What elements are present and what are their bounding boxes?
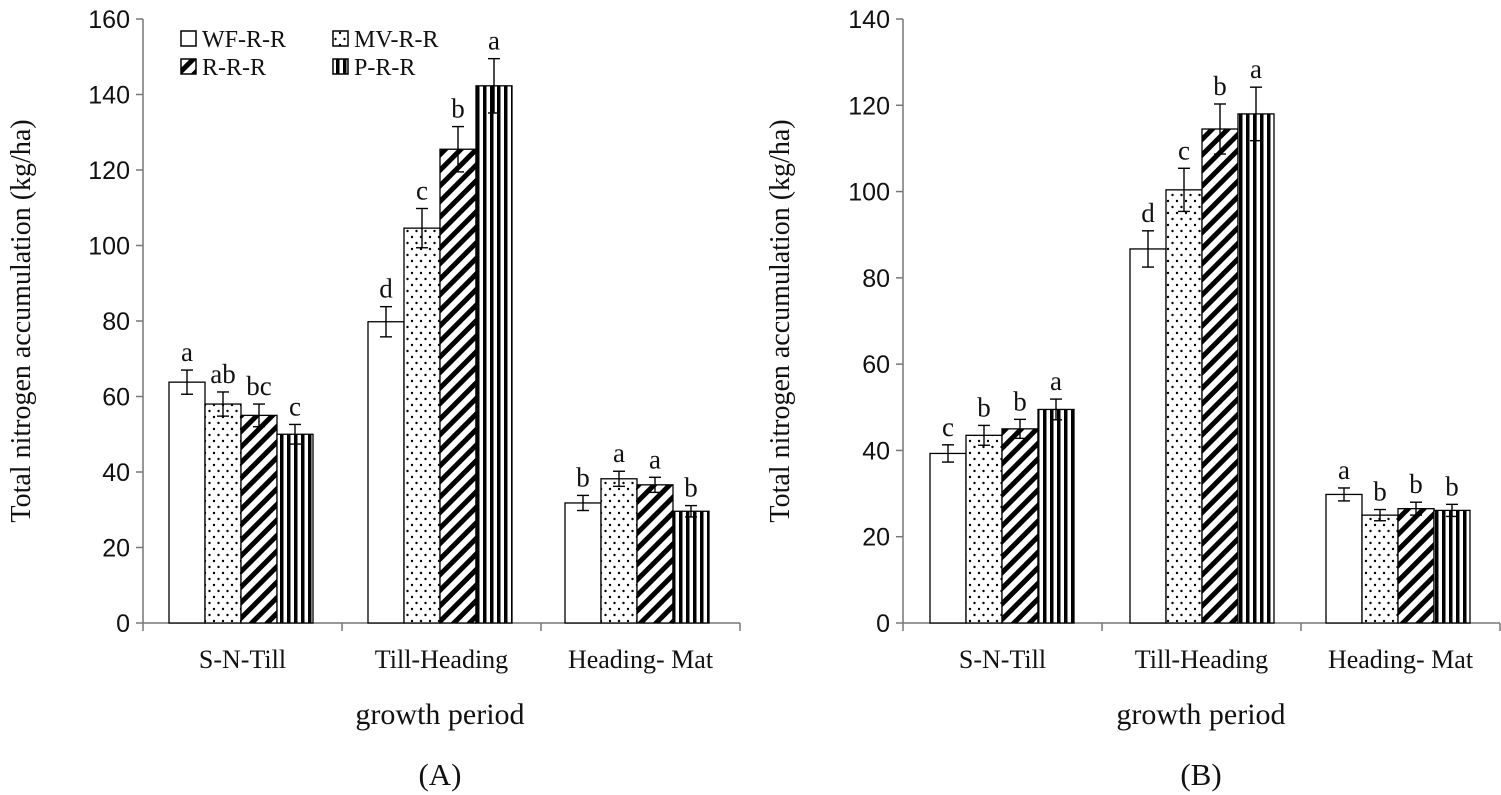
chart-panel-b: 0 20 40 60 80 100 120 140 S-N-Till Till-Heading He…	[765, 6, 1501, 792]
significance-letter-a-s3-c0: c	[289, 391, 301, 421]
legend-item-p-r-r: P-R-R	[332, 55, 415, 81]
significance-letter-a-s1-c0: ab	[210, 359, 235, 389]
y-tick-label-b-5: 100	[848, 179, 890, 207]
bar-a-s1-c0	[204, 403, 242, 624]
significance-letter-b-s0-c1: d	[1141, 198, 1155, 228]
x-axis-label-a: growth period	[355, 698, 524, 731]
y-tick-label-b-6: 120	[848, 92, 890, 120]
legend-label-p-r-r: P-R-R	[354, 55, 415, 81]
y-tick-label-a-6: 120	[88, 157, 130, 185]
significance-letter-b-s0-c0: c	[942, 412, 954, 442]
legend-swatch-mv-r-r	[332, 30, 349, 47]
bar-b-s3-c1	[1237, 113, 1275, 624]
bar-a-s0-c2	[564, 502, 602, 624]
panel-label-a: (A)	[418, 757, 461, 792]
y-axis-label-b: Total nitrogen accumulation (kg/ha)	[765, 119, 796, 522]
bar-b-s1-c2	[1361, 514, 1399, 624]
significance-letter-b-s3-c2: b	[1445, 471, 1459, 501]
bar-a-s3-c1	[475, 85, 513, 624]
y-tick-label-a-2: 40	[102, 459, 130, 487]
bar-a-s0-c1	[367, 321, 405, 624]
significance-letter-a-s1-c1: c	[416, 176, 428, 206]
chart-panel-a: 0 20 40 60 80 100 120 140 160 S-N-Till Till-Headin…	[6, 6, 741, 792]
bar-b-s3-c2	[1433, 509, 1471, 624]
x-axis-label-b: growth period	[1116, 698, 1285, 731]
bar-a-s1-c1	[403, 227, 441, 624]
y-tick-label-a-7: 140	[88, 82, 130, 110]
legend-item-r-r-r: R-R-R	[180, 55, 266, 81]
y-tick-label-b-4: 80	[862, 265, 890, 293]
legend-label-mv-r-r: MV-R-R	[354, 27, 438, 53]
y-tick-label-a-3: 60	[102, 384, 130, 412]
significance-letter-a-s3-c1: a	[488, 26, 500, 56]
y-tick-label-b-2: 40	[862, 437, 890, 465]
category-label-a-1: Till-Heading	[375, 645, 508, 674]
significance-letter-b-s1-c1: c	[1178, 135, 1190, 165]
significance-letter-b-s0-c2: a	[1338, 455, 1350, 485]
legend-label-r-r-r: R-R-R	[202, 55, 266, 81]
y-axis-label-a: Total nitrogen accumulation (kg/ha)	[6, 119, 37, 522]
bar-b-s2-c2	[1397, 508, 1435, 624]
bar-a-s0-c0	[168, 381, 206, 624]
bar-a-s3-c2	[672, 510, 710, 624]
bar-b-s1-c0	[965, 434, 1003, 624]
legend-swatch-p-r-r	[332, 58, 349, 75]
plot-area-b: 0 20 40 60 80 100 120 140 S-N-Till Till-Heading He…	[848, 6, 1501, 674]
bar-b-s0-c1	[1129, 248, 1167, 624]
plot-area-a: 0 20 40 60 80 100 120 140 160 S-N-Till Till-Headin…	[88, 6, 741, 674]
y-tick-label-a-0: 0	[116, 610, 130, 638]
significance-letter-b-s3-c1: a	[1250, 54, 1262, 84]
category-label-a-0: S-N-Till	[199, 645, 286, 674]
bar-a-s2-c2	[636, 484, 674, 624]
legend-item-mv-r-r: MV-R-R	[332, 27, 438, 53]
bar-b-s0-c2	[1325, 493, 1363, 624]
significance-letter-a-s2-c0: bc	[246, 371, 272, 401]
significance-letter-a-s2-c1: b	[451, 94, 465, 124]
y-tick-label-a-5: 100	[88, 233, 130, 261]
y-tick-label-a-1: 20	[102, 535, 130, 563]
significance-letter-a-s2-c2: a	[649, 444, 661, 474]
significance-letter-b-s2-c1: b	[1213, 71, 1227, 101]
y-tick-label-b-3: 60	[862, 351, 890, 379]
legend-swatch-wf-r-r	[180, 30, 197, 47]
y-tick-label-b-1: 20	[862, 524, 890, 552]
significance-letter-a-s1-c2: a	[613, 438, 625, 468]
category-label-b-2: Heading- Mat	[1328, 645, 1474, 674]
significance-letter-b-s1-c2: b	[1373, 477, 1387, 507]
significance-letter-b-s2-c0: b	[1013, 386, 1027, 416]
bar-a-s2-c0	[240, 414, 278, 624]
bar-b-s0-c0	[929, 452, 967, 624]
significance-letter-a-s0-c1: d	[379, 274, 393, 304]
y-tick-label-b-7: 140	[848, 6, 890, 34]
y-tick-label-a-8: 160	[88, 6, 130, 34]
bar-b-s1-c1	[1165, 189, 1203, 624]
legend-label-wf-r-r: WF-R-R	[202, 27, 286, 53]
significance-letter-a-s3-c2: b	[684, 473, 698, 503]
bar-a-s2-c1	[439, 148, 477, 624]
bar-b-s2-c0	[1001, 428, 1039, 624]
legend-swatch-r-r-r	[180, 58, 197, 75]
bar-b-s2-c1	[1201, 128, 1239, 624]
y-tick-label-b-0: 0	[876, 610, 890, 638]
significance-letter-a-s0-c0: a	[181, 337, 193, 367]
significance-letter-a-s0-c2: b	[576, 462, 590, 492]
category-label-b-1: Till-Heading	[1135, 645, 1268, 674]
legend: WF-R-R MV-R-R R-R-R P-R-R	[180, 27, 438, 81]
bar-b-s3-c0	[1037, 408, 1075, 624]
significance-letter-b-s1-c0: b	[977, 392, 991, 422]
category-label-a-2: Heading- Mat	[568, 645, 714, 674]
significance-letter-b-s2-c2: b	[1409, 469, 1423, 499]
significance-letter-b-s3-c0: a	[1050, 366, 1062, 396]
bar-a-s1-c2	[600, 478, 638, 624]
panel-label-b: (B)	[1180, 757, 1221, 792]
category-label-b-0: S-N-Till	[959, 645, 1046, 674]
bar-a-s3-c0	[276, 433, 314, 624]
legend-item-wf-r-r: WF-R-R	[180, 27, 286, 53]
y-tick-label-a-4: 80	[102, 308, 130, 336]
